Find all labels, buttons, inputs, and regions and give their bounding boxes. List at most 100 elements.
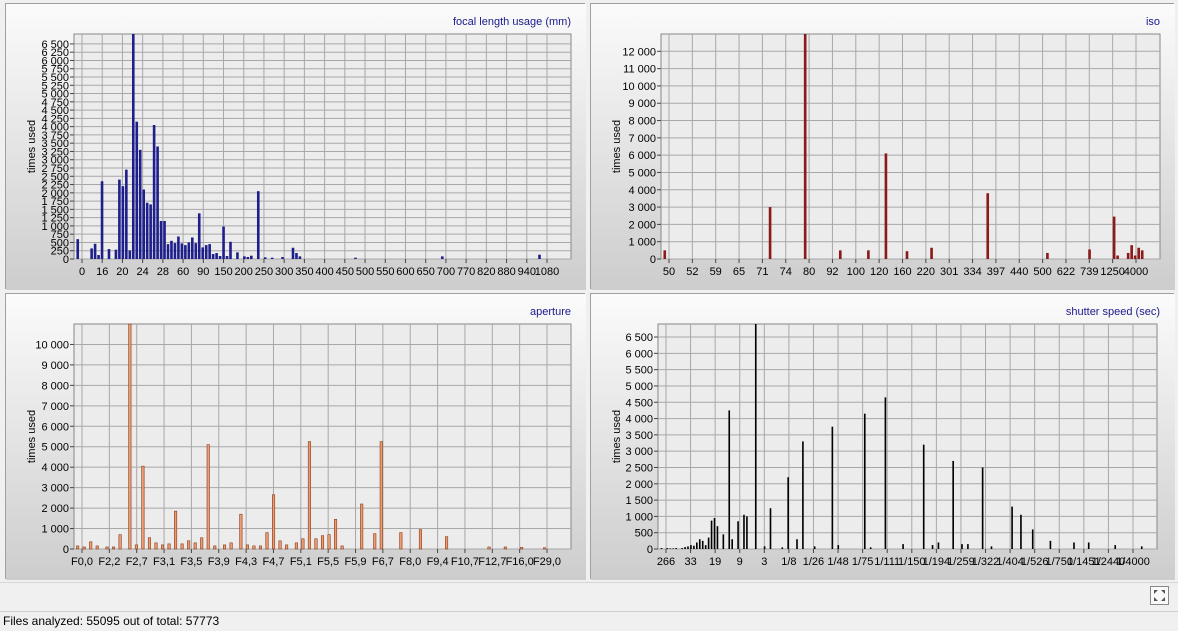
iso-bar: [1116, 255, 1119, 259]
aperture-bar: [418, 529, 422, 550]
focal-bar: [218, 256, 222, 259]
aperture-bar: [112, 546, 116, 550]
focal-bar: [107, 249, 111, 259]
focal-y-tick-label: 6 500: [41, 39, 69, 51]
focal-length-chart-panel: focal length usage (mm) times used 0 250 500…: [5, 3, 586, 290]
total-files-count: 57773: [185, 614, 220, 628]
focal-bar: [170, 240, 173, 259]
aperture-y-tick-label: 9 000: [41, 360, 69, 372]
aperture-bar: [134, 544, 138, 550]
aperture-bar: [245, 544, 249, 550]
focal-y-tick-label: 2 250: [41, 180, 69, 192]
iso-bar: [867, 250, 870, 259]
shutter-bar: [681, 548, 683, 549]
iso-y-tick-label: 6 000: [628, 150, 656, 162]
focal-bar: [145, 202, 149, 259]
shutter-y-tick-label: 500: [635, 528, 653, 540]
aperture-x-tick-label: F0,0: [71, 556, 93, 568]
iso-y-tick-label: 7 000: [628, 133, 656, 145]
focal-x-tick-label: 940: [518, 266, 536, 278]
focal-bar: [201, 247, 205, 259]
shutter-bar: [666, 548, 669, 549]
focal-y-tick-label: 6 250: [41, 47, 69, 59]
focal-x-tick-label: 820: [477, 266, 495, 278]
shutter-x-tick-label: 1/111: [874, 556, 900, 568]
focal-bar: [204, 245, 208, 259]
iso-chart-title: iso: [1146, 16, 1160, 28]
focal-x-tick-label: 28: [157, 266, 169, 278]
iso-chart-panel: iso times used 0 1 000 2 000 3 000 4 000 5 000 6…: [590, 3, 1175, 290]
focal-bar: [256, 191, 260, 259]
focal-x-tick-label: 650: [417, 266, 435, 278]
aperture-bar: [105, 546, 109, 550]
focal-y-tick-label: 6 000: [41, 55, 69, 67]
shutter-x-tick-label: 1/750: [1045, 556, 1073, 568]
aperture-chart-title: aperture: [530, 306, 571, 318]
aperture-bar: [239, 513, 243, 550]
aperture-bar: [187, 540, 191, 550]
focal-bar: [243, 256, 246, 259]
focal-bar: [211, 254, 215, 259]
aperture-x-tick-label: F4,7: [262, 556, 284, 568]
focal-bar: [298, 256, 302, 259]
aperture-bar: [223, 544, 227, 550]
shutter-bar: [952, 460, 954, 549]
aperture-bar: [174, 510, 178, 550]
shutter-x-tick-label: 1/2440: [1092, 556, 1126, 568]
aperture-x-tick-label: F5,1: [290, 556, 312, 568]
aperture-y-axis-label: times used: [26, 410, 38, 463]
shutter-y-tick-label: 3 000: [625, 446, 653, 458]
focal-x-tick-label: 0: [79, 266, 85, 278]
focal-bar: [225, 256, 229, 259]
focal-y-tick-label: 1 250: [41, 213, 69, 225]
shutter-bar: [802, 441, 804, 549]
aperture-x-tick-label: F5,5: [317, 556, 339, 568]
shutter-bar: [737, 521, 739, 549]
focal-bar: [90, 248, 93, 259]
focal-x-tick-label: 880: [497, 266, 515, 278]
shutter-x-tick-label: 1/194: [923, 556, 951, 568]
shutter-bar: [704, 545, 707, 549]
focal-bar: [121, 186, 125, 259]
iso-y-axis-label: times used: [611, 120, 623, 173]
aperture-bar: [373, 533, 377, 550]
focal-bar: [93, 243, 97, 259]
iso-x-tick-label: 301: [940, 266, 958, 278]
shutter-x-tick-label: 1/150: [898, 556, 926, 568]
shutter-y-axis-label: times used: [611, 410, 623, 463]
focal-bar: [142, 189, 146, 259]
aperture-bar: [167, 543, 171, 550]
expand-button[interactable]: [1150, 586, 1169, 605]
focal-length-chart: focal length usage (mm)times used0250500…: [6, 4, 586, 290]
shutter-bar: [1031, 529, 1034, 549]
shutter-bar: [713, 518, 716, 549]
shutter-x-tick-label: 1/526: [1021, 556, 1049, 568]
focal-y-tick-label: 2 500: [41, 171, 69, 183]
focal-y-tick-label: 5 250: [41, 80, 69, 92]
aperture-y-tick-label: 7 000: [41, 401, 69, 413]
iso-x-tick-label: 739: [1080, 266, 1098, 278]
shutter-bar: [787, 477, 789, 549]
focal-x-tick-label: 550: [376, 266, 394, 278]
aperture-bar: [76, 545, 80, 550]
shutter-bar: [690, 545, 692, 549]
shutter-bar: [990, 546, 993, 549]
iso-chart: iso times used 0 1 000 2 000 3 000 4 000 5 000 6…: [591, 4, 1175, 290]
focal-bar: [263, 257, 267, 259]
shutter-bar: [710, 520, 713, 549]
shutter-bar: [722, 534, 725, 549]
aperture-bar: [285, 544, 289, 550]
focal-x-tick-label: 24: [137, 266, 149, 278]
aperture-bar: [294, 542, 298, 550]
shutter-y-tick-label: 4 000: [625, 414, 653, 426]
aperture-bar: [520, 547, 524, 550]
focal-y-tick-label: 1 500: [41, 204, 69, 216]
focal-y-tick-label: 3 000: [41, 155, 69, 167]
focal-x-tick-label: 350: [295, 266, 313, 278]
shutter-bar: [967, 544, 969, 549]
shutter-x-tick-label: 3: [761, 556, 767, 568]
focal-bar: [270, 257, 274, 259]
shutter-x-tick-label: 1/322: [972, 556, 1000, 568]
iso-x-tick-label: 74: [780, 266, 792, 278]
aperture-y-tick-label: 8 000: [41, 380, 69, 392]
